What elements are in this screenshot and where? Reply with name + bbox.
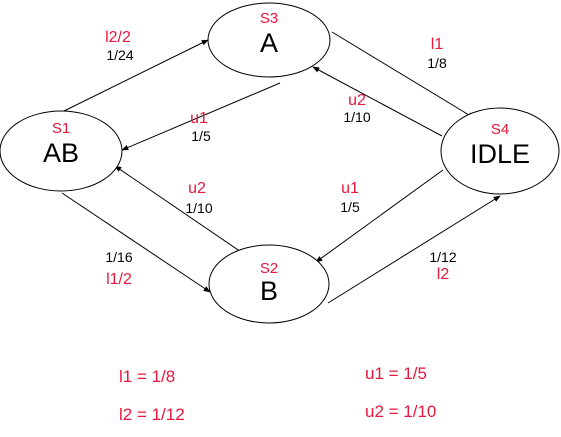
edge-a-to-idle-rate: 1/8 bbox=[427, 55, 447, 71]
legend-l2: l2 = 1/12 bbox=[119, 405, 185, 424]
edge-b-to-idle-rate: 1/12 bbox=[429, 249, 456, 265]
edge-b-to-ab-rate: 1/10 bbox=[185, 200, 212, 216]
state-s3-name: A bbox=[260, 28, 278, 58]
edge-idle-to-b bbox=[315, 169, 444, 263]
edge-idle-to-a-label: u2 bbox=[348, 92, 366, 109]
edge-a-to-ab-label: u1 bbox=[190, 110, 208, 127]
edge-b-to-ab-label: u2 bbox=[188, 180, 206, 197]
edge-b-to-idle bbox=[327, 195, 501, 304]
state-s3-id: S3 bbox=[260, 10, 278, 27]
edge-a-to-ab-rate: 1/5 bbox=[191, 128, 211, 144]
state-s2-name: B bbox=[260, 276, 278, 306]
state-s4-name: IDLE bbox=[470, 139, 530, 169]
state-s1-name: AB bbox=[43, 138, 79, 168]
edge-ab-to-a-label: l2/2 bbox=[105, 29, 131, 46]
state-s4-id: S4 bbox=[491, 121, 509, 138]
legend-l1: l1 = 1/8 bbox=[119, 367, 175, 386]
edge-a-to-ab bbox=[121, 82, 281, 151]
legend-u2: u2 = 1/10 bbox=[365, 402, 436, 421]
edge-ab-to-b bbox=[61, 192, 211, 293]
edge-b-to-idle-label: l2 bbox=[437, 266, 450, 283]
edge-idle-to-a bbox=[312, 66, 443, 137]
legend-u1: u1 = 1/5 bbox=[365, 364, 427, 383]
state-s1: S1 AB bbox=[0, 110, 123, 192]
edge-idle-to-a-rate: 1/10 bbox=[343, 109, 370, 125]
state-s2: S2 B bbox=[208, 244, 330, 324]
state-s4: S4 IDLE bbox=[440, 107, 560, 195]
edge-ab-to-a bbox=[61, 39, 209, 113]
edge-b-to-ab bbox=[114, 165, 248, 257]
state-s2-id: S2 bbox=[260, 260, 278, 277]
state-s1-id: S1 bbox=[52, 120, 70, 137]
edge-ab-to-b-rate: 1/16 bbox=[105, 249, 132, 265]
edge-a-to-idle bbox=[331, 31, 475, 119]
state-s3: S3 A bbox=[207, 2, 331, 78]
edge-idle-to-b-rate: 1/5 bbox=[340, 199, 360, 215]
edge-idle-to-b-label: u1 bbox=[341, 180, 359, 197]
edge-ab-to-b-label: l1/2 bbox=[106, 271, 132, 288]
edge-ab-to-a-rate: 1/24 bbox=[106, 47, 133, 63]
edge-a-to-idle-label: l1 bbox=[431, 36, 444, 53]
